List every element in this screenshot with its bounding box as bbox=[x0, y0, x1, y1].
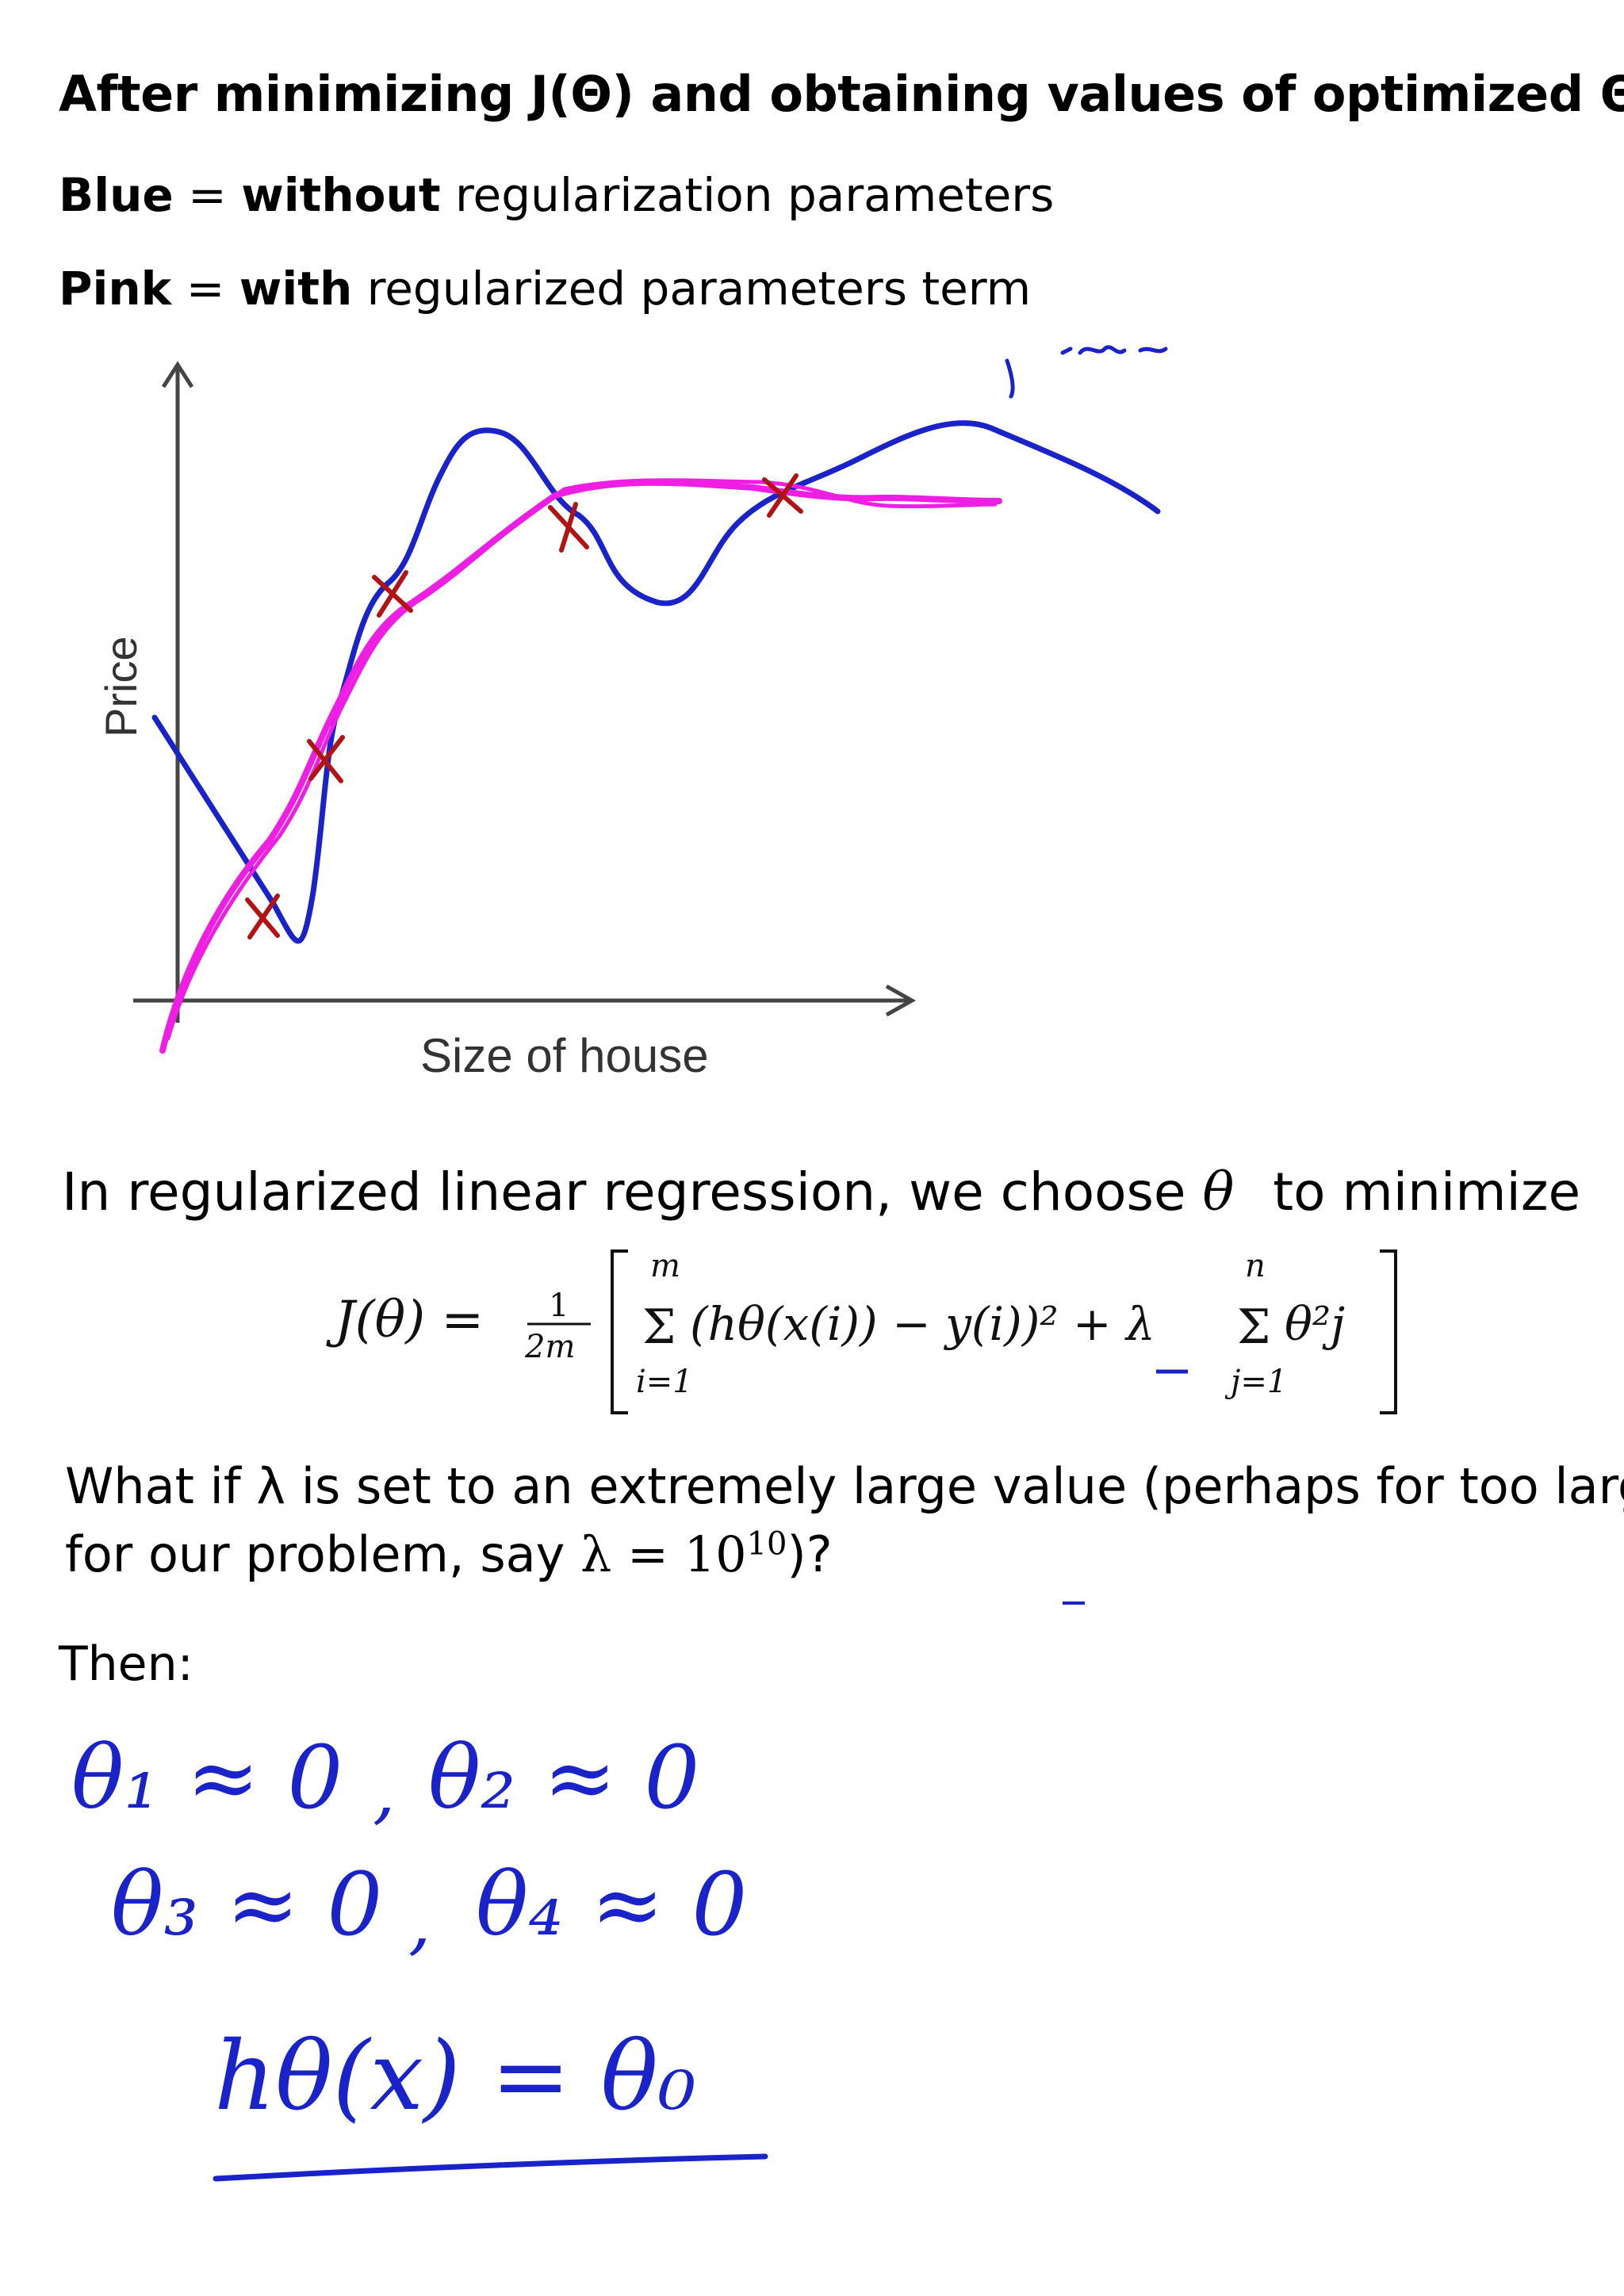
handwritten-row1-comma: , bbox=[373, 1750, 396, 1833]
training-point-4 bbox=[548, 502, 589, 553]
handwritten-row2-comma: , bbox=[408, 1881, 431, 1964]
question-line-1-a: In regularized linear regression, we cho… bbox=[62, 1161, 1203, 1223]
x-axis-label: Size of house bbox=[420, 1029, 709, 1082]
training-point-5 bbox=[762, 473, 803, 518]
legend-pink-eq: = bbox=[171, 262, 239, 316]
page-heading: After minimizing J(Θ) and obtaining valu… bbox=[59, 65, 1624, 123]
regularized-curve-pink bbox=[159, 479, 1002, 1054]
legend-blue-bold: without bbox=[241, 168, 441, 222]
training-point-2 bbox=[307, 735, 345, 783]
then-label: Then: bbox=[59, 1636, 193, 1692]
legend-pink-rest: regularized parameters term bbox=[352, 262, 1032, 316]
formula-sum1-bottom: i=1 bbox=[636, 1364, 693, 1400]
handwritten-notes: θ₁ ≈ 0 , θ₂ ≈ 0 θ₃ ≈ 0 , θ₄ ≈ 0 hθ(x) = … bbox=[71, 1727, 768, 2182]
legend-blue-key: Blue bbox=[59, 168, 174, 222]
formula-lhs: J(θ) = bbox=[326, 1291, 484, 1349]
handwritten-result: hθ(x) = θ₀ bbox=[214, 2022, 696, 2132]
legend-blue: Blue = without regularization parameters bbox=[59, 168, 1054, 222]
question-line-2: What if λ is set to an extremely large v… bbox=[65, 1457, 1624, 1515]
stray-blue-mark bbox=[1063, 1601, 1085, 1605]
overfit-curve-blue bbox=[151, 420, 1161, 944]
overfitting-figure: Price Size of house bbox=[96, 345, 1168, 1082]
legend-blue-eq: = bbox=[173, 168, 242, 222]
x-axis-arrow-icon bbox=[885, 984, 917, 1017]
question-line-1: In regularized linear regression, we cho… bbox=[62, 1161, 1580, 1223]
handwritten-underline bbox=[213, 2153, 768, 2182]
training-point-1 bbox=[245, 894, 280, 939]
handwritten-row2-b: θ₄ ≈ 0 bbox=[476, 1854, 747, 1955]
formula-sum1-top: m bbox=[650, 1248, 680, 1284]
formula-tail: θ²j bbox=[1285, 1297, 1345, 1351]
formula-frac-num: 1 bbox=[549, 1288, 569, 1324]
theta-symbol: θ bbox=[1202, 1161, 1235, 1223]
question-line-1-b: to minimize bbox=[1256, 1161, 1581, 1223]
handwritten-row1-a: θ₁ ≈ 0 bbox=[71, 1727, 343, 1828]
legend-blue-rest: regularization parameters bbox=[440, 168, 1055, 222]
y-axis-label: Price bbox=[96, 636, 146, 737]
blue-scribble-mark bbox=[1005, 345, 1168, 399]
formula-left-bracket bbox=[611, 1249, 628, 1414]
question-line-3-a: for our problem, say bbox=[65, 1525, 581, 1583]
question-line-3-b: )? bbox=[787, 1525, 833, 1583]
question-line-3-exp: 10 bbox=[746, 1525, 787, 1563]
cost-function-formula: J(θ) = 1 2m m Σ i=1 (hθ(x(i)) − y(i))² +… bbox=[326, 1248, 1397, 1414]
legend-pink-bold: with bbox=[239, 262, 353, 316]
formula-sum2-bottom: j=1 bbox=[1224, 1364, 1287, 1400]
training-point-3 bbox=[372, 570, 413, 618]
formula-sum1-sigma: Σ bbox=[642, 1299, 676, 1355]
formula-frac-den: 2m bbox=[524, 1329, 575, 1365]
formula-sum2-sigma: Σ bbox=[1237, 1299, 1270, 1355]
legend-pink: Pink = with regularized parameters term bbox=[59, 262, 1031, 316]
handwritten-row1-b: θ₂ ≈ 0 bbox=[428, 1727, 699, 1828]
y-axis-arrow-icon bbox=[161, 361, 194, 388]
handwritten-row2-a: θ₃ ≈ 0 bbox=[111, 1854, 382, 1955]
regularized-curve-pink-stroke2 bbox=[166, 478, 998, 1041]
legend-pink-key: Pink bbox=[59, 262, 172, 316]
question-line-3-math: λ = 10 bbox=[580, 1525, 747, 1583]
formula-sum2-top: n bbox=[1245, 1248, 1266, 1284]
question-line-3: for our problem, say λ = 1010)? bbox=[65, 1525, 833, 1583]
training-points bbox=[245, 473, 803, 939]
formula-right-bracket bbox=[1380, 1249, 1397, 1414]
formula-body: (hθ(x(i)) − y(i))² + λ bbox=[690, 1297, 1155, 1351]
